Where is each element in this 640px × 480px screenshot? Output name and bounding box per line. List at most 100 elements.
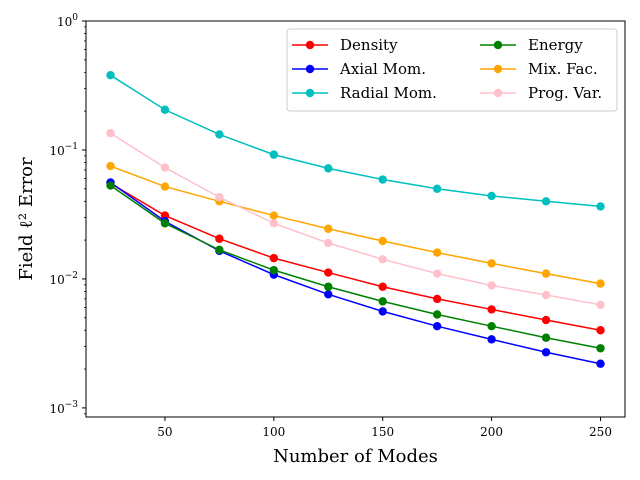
data-point <box>541 290 551 300</box>
x-tick-label: 150 <box>371 425 394 439</box>
data-point <box>215 193 224 202</box>
data-point <box>378 255 387 264</box>
series-line <box>110 132 601 306</box>
legend-entry: Radial Mom. <box>292 84 437 102</box>
legend-entry: Energy <box>480 36 583 54</box>
legend: Density Axial Mom. Radial Mom. Energy Mix. F… <box>286 28 618 112</box>
data-point <box>215 130 224 139</box>
data-point <box>487 335 496 344</box>
data-point <box>432 269 442 278</box>
data-point <box>487 259 496 268</box>
data-point <box>324 268 333 277</box>
legend-frame <box>286 28 618 112</box>
data-point <box>106 70 115 80</box>
data-point <box>378 236 387 246</box>
legend-marker <box>305 64 315 74</box>
data-point <box>378 307 387 316</box>
y-axis: 10−3 10−2 10−1 100 <box>49 13 86 416</box>
y-tick-label: 10−3 <box>49 400 78 416</box>
data-point <box>160 163 170 172</box>
data-point <box>324 164 333 173</box>
data-point <box>541 333 551 342</box>
data-point <box>378 297 387 306</box>
data-point <box>596 300 605 310</box>
data-point <box>432 322 442 331</box>
y-tick-label: 10−1 <box>49 142 78 158</box>
series-line <box>110 182 601 331</box>
legend-entry: Prog. Var. <box>480 84 602 102</box>
data-point <box>269 211 279 220</box>
data-point <box>541 315 551 325</box>
plot-area <box>106 70 605 368</box>
legend-label: Mix. Fac. <box>528 60 598 78</box>
data-point <box>596 359 605 368</box>
data-point <box>269 253 279 263</box>
data-point <box>106 161 115 171</box>
data-point <box>432 310 442 319</box>
x-axis: 50 100 150 200 250 <box>157 417 612 439</box>
data-point <box>324 238 333 248</box>
series-1 <box>106 178 605 368</box>
data-point <box>432 184 442 193</box>
legend-label: Density <box>340 36 398 54</box>
series-4 <box>106 161 605 288</box>
series-line <box>110 74 601 208</box>
legend-marker <box>305 88 315 98</box>
data-point <box>378 175 387 184</box>
x-tick-label: 200 <box>480 425 503 439</box>
x-axis-label: Number of Modes <box>273 446 438 467</box>
series-line <box>110 184 601 349</box>
data-point <box>269 265 279 275</box>
data-point <box>487 305 496 314</box>
data-point <box>596 326 605 335</box>
legend-label: Axial Mom. <box>339 60 426 78</box>
series-0 <box>106 179 605 335</box>
series-5 <box>106 128 605 310</box>
series-line <box>110 181 601 365</box>
data-point <box>596 344 605 353</box>
legend-marker <box>493 64 503 74</box>
data-point <box>160 182 170 191</box>
data-point <box>487 322 496 331</box>
data-point <box>541 269 551 278</box>
y-tick-label: 10−2 <box>49 271 78 287</box>
data-point <box>324 282 333 291</box>
series-3 <box>106 181 605 353</box>
data-point <box>324 290 333 299</box>
legend-marker <box>493 88 503 98</box>
plot-frame <box>85 20 626 418</box>
data-point <box>106 128 115 138</box>
data-point <box>215 245 224 255</box>
legend-entry: Axial Mom. <box>292 60 426 78</box>
x-tick-label: 50 <box>157 425 172 439</box>
x-tick-label: 100 <box>262 425 285 439</box>
data-point <box>487 281 496 290</box>
data-point <box>106 181 115 190</box>
data-point <box>596 279 605 288</box>
data-point <box>160 105 170 114</box>
data-point <box>541 348 551 357</box>
x-tick-label: 250 <box>589 425 612 439</box>
legend-label: Radial Mom. <box>340 84 437 102</box>
data-point <box>269 150 279 159</box>
series-2 <box>106 70 605 211</box>
data-point <box>541 197 551 206</box>
series-line <box>110 165 601 285</box>
y-tick-label: 100 <box>57 13 78 29</box>
data-point <box>269 219 279 228</box>
data-point <box>487 191 496 201</box>
legend-label: Prog. Var. <box>528 84 602 102</box>
data-point <box>215 234 224 243</box>
data-point <box>378 282 387 291</box>
data-point <box>324 224 333 233</box>
legend-label: Energy <box>528 36 583 54</box>
data-point <box>160 219 170 228</box>
legend-marker <box>305 40 315 50</box>
legend-marker <box>493 40 503 50</box>
legend-entry: Density <box>292 36 398 54</box>
data-point <box>596 202 605 211</box>
data-point <box>432 248 442 257</box>
data-point <box>432 294 442 304</box>
y-axis-label: Field ℓ² Error <box>16 157 37 281</box>
